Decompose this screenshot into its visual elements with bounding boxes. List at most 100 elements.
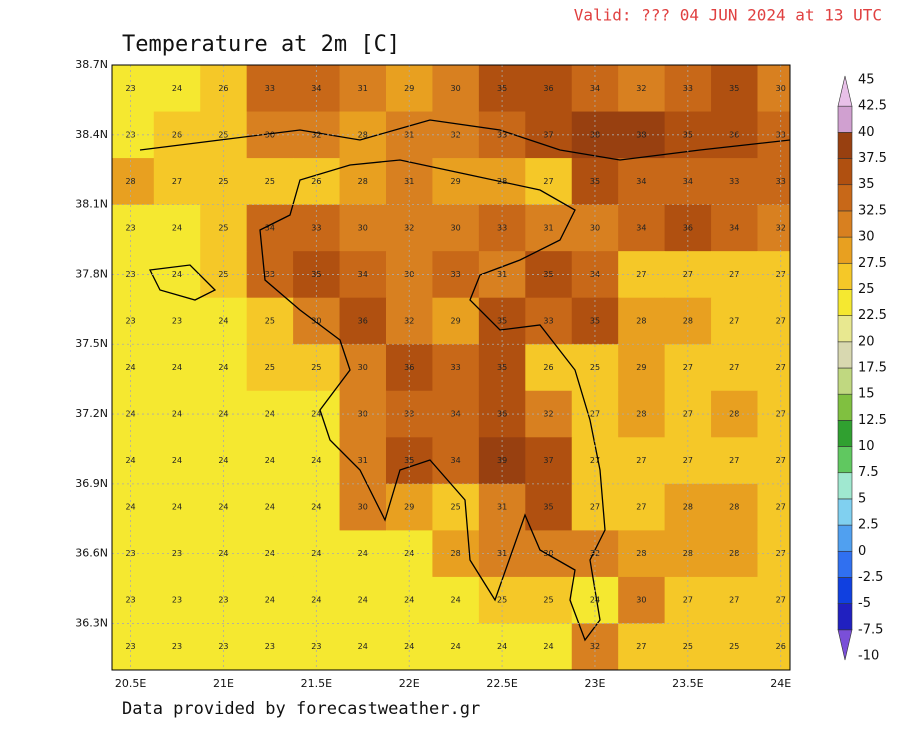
temp-label: 28: [729, 503, 739, 512]
temp-cell: [153, 344, 201, 392]
colorbar-swatch: [837, 315, 853, 343]
temp-cell: [112, 204, 155, 252]
temp-label: 32: [311, 130, 321, 139]
temp-cell: [153, 65, 201, 113]
temp-label: 33: [497, 223, 507, 232]
temp-cell: [112, 65, 155, 113]
temp-cell: [432, 158, 480, 206]
temp-label: 36: [404, 363, 414, 372]
x-tick-label: 23E: [584, 677, 605, 690]
temp-cell: [200, 344, 248, 392]
temp-label: 29: [404, 84, 414, 93]
temp-cell: [618, 344, 666, 392]
y-tick-label: 37.2N: [75, 407, 108, 420]
temp-cell: [246, 623, 294, 670]
map-frame: [111, 64, 791, 671]
temp-label: 32: [590, 549, 600, 558]
temp-cell: [618, 297, 666, 345]
temp-cell: [478, 344, 526, 392]
temperature-grid: 23 24 26 33 34 31 29 30 35 36 34 32 33 35 30 23 26 25 30 32…: [112, 65, 790, 670]
temp-cell: [618, 65, 666, 113]
colorbar-label: 20: [858, 334, 875, 349]
colorbar-swatch: [837, 420, 853, 447]
y-tick-label: 38.4N: [75, 128, 108, 141]
temp-label: 23: [125, 84, 135, 93]
y-tick-label: 36.9N: [75, 477, 108, 490]
y-tick-label: 36.6N: [75, 547, 108, 560]
temp-cell: [525, 437, 573, 485]
temp-cell: [153, 576, 201, 624]
temp-cell: [618, 158, 666, 206]
temp-cell: [112, 297, 155, 345]
temp-label: 26: [218, 84, 228, 93]
temp-cell: [246, 158, 294, 206]
temp-label: 23: [125, 223, 135, 232]
title: Temperature at 2m [C]: [122, 32, 400, 57]
colorbar-label: 27.5: [858, 256, 887, 271]
colorbar-swatch: [837, 341, 853, 369]
temp-cell: [571, 530, 619, 578]
temp-label: 27: [776, 410, 786, 419]
temp-label: 34: [636, 223, 646, 232]
temp-label: 29: [451, 316, 461, 325]
colorbar-swatch: [837, 184, 853, 212]
temp-label: 30: [404, 270, 414, 279]
temp-label: 30: [451, 84, 461, 93]
colorbar-label: 32.5: [858, 203, 887, 218]
temp-cell: [525, 623, 573, 670]
temp-label: 27: [776, 503, 786, 512]
temp-label: 23: [172, 642, 182, 651]
temp-label: 37: [543, 456, 553, 465]
temp-cell: [153, 158, 201, 206]
temp-label: 33: [265, 84, 275, 93]
temp-label: 27: [729, 270, 739, 279]
temp-label: 34: [311, 84, 321, 93]
x-tick-label: 23.5E: [672, 677, 703, 690]
temp-cell: [339, 204, 387, 252]
mainland-coast: [139, 119, 790, 161]
temp-cell: [757, 623, 790, 670]
temp-cell: [432, 623, 480, 670]
temp-cell: [112, 158, 155, 206]
temp-cell: [711, 344, 758, 392]
temp-cell: [432, 251, 480, 299]
temp-cell: [757, 297, 790, 345]
temp-label: 30: [776, 84, 786, 93]
temp-label: 25: [218, 223, 228, 232]
temp-label: 30: [358, 363, 368, 372]
temp-cell: [432, 483, 480, 531]
temp-cell: [153, 623, 201, 670]
temp-cell: [525, 65, 573, 113]
temp-label: 33: [451, 363, 461, 372]
temp-label: 35: [497, 363, 507, 372]
temp-cell: [153, 483, 201, 531]
temp-label: 28: [636, 549, 646, 558]
temp-label: 30: [358, 223, 368, 232]
temp-cell: [711, 576, 758, 624]
colorbar-swatch: [837, 550, 853, 578]
temp-label: 34: [729, 223, 739, 232]
temp-label: 32: [451, 130, 461, 139]
temp-label: 36: [729, 130, 739, 139]
x-tick-label: 22E: [399, 677, 420, 690]
temp-cell: [525, 344, 573, 392]
temp-cell: [571, 204, 619, 252]
temp-label: 27: [729, 596, 739, 605]
temp-cell: [432, 111, 480, 159]
temp-cell: [571, 390, 619, 438]
temp-label: 23: [125, 130, 135, 139]
temp-cell: [478, 204, 526, 252]
temp-cell: [200, 65, 248, 113]
temp-label: 24: [172, 223, 182, 232]
temp-cell: [246, 530, 294, 578]
temp-label: 29: [404, 503, 414, 512]
colorbar-label: -7.5: [858, 622, 883, 637]
colorbar-swatch: [837, 577, 853, 604]
temp-cell: [571, 65, 619, 113]
temp-label: 27: [729, 316, 739, 325]
temp-label: 27: [776, 270, 786, 279]
colorbar-label: 15: [858, 387, 875, 402]
temp-cell: [246, 297, 294, 345]
temp-label: 24: [451, 596, 461, 605]
temp-label: 27: [636, 503, 646, 512]
